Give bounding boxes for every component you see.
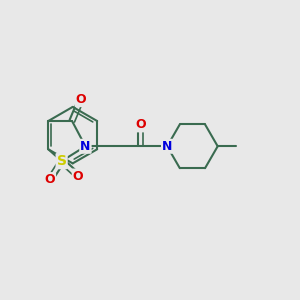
Text: O: O — [76, 93, 86, 106]
Text: N: N — [162, 140, 172, 153]
Text: O: O — [135, 118, 146, 131]
Text: O: O — [73, 169, 83, 182]
Text: O: O — [44, 173, 55, 186]
Text: S: S — [57, 154, 67, 168]
Text: N: N — [80, 140, 91, 153]
